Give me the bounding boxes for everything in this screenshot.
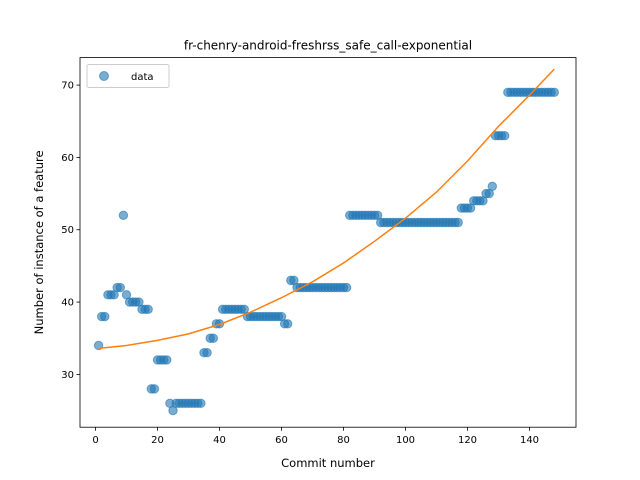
plot-area: 0 20 40 60 80 100 120 140 30 40 50 60 70 (61, 57, 577, 446)
data-point (149, 384, 160, 394)
y-tick-label: 60 (61, 153, 74, 164)
x-tick-label: 100 (396, 435, 415, 446)
chart-title: fr-chenry-android-freshrss_safe_call-exp… (184, 39, 472, 53)
legend-marker (99, 71, 109, 81)
data-point (500, 131, 510, 141)
y-tick-label: 50 (61, 225, 74, 236)
x-tick-label: 20 (151, 435, 164, 446)
data-point (202, 348, 212, 358)
data-point (208, 333, 219, 343)
data-point (115, 282, 126, 293)
fit-line (98, 68, 555, 350)
x-tick-label: 120 (458, 435, 477, 446)
data-point (341, 282, 352, 293)
x-tick-label: 140 (520, 435, 539, 446)
x-tick-label: 80 (337, 435, 350, 446)
y-axis-label: Number of instance of a feature (32, 150, 46, 334)
data-point (100, 311, 110, 322)
legend-label: data (131, 72, 154, 83)
y-tick-label: 70 (61, 81, 74, 92)
x-tick-label: 40 (213, 435, 226, 446)
data-point (196, 398, 206, 409)
y-tick-label: 40 (61, 298, 74, 309)
data-point (283, 319, 293, 329)
data-point (118, 210, 129, 220)
data-point (143, 304, 153, 314)
x-tick-label: 60 (275, 435, 288, 446)
y-tick-label: 30 (61, 370, 74, 381)
data-point (487, 181, 497, 192)
data-point (549, 87, 559, 98)
axes-frame (79, 57, 577, 428)
data-point (162, 355, 172, 365)
x-tick-label: 0 (92, 435, 98, 446)
legend: data (86, 64, 170, 88)
data-point (453, 217, 463, 228)
legend-box (86, 64, 170, 88)
x-axis-label: Commit number (281, 456, 375, 470)
